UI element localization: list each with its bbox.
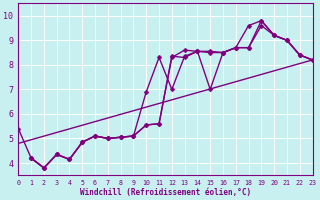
X-axis label: Windchill (Refroidissement éolien,°C): Windchill (Refroidissement éolien,°C) bbox=[80, 188, 251, 197]
